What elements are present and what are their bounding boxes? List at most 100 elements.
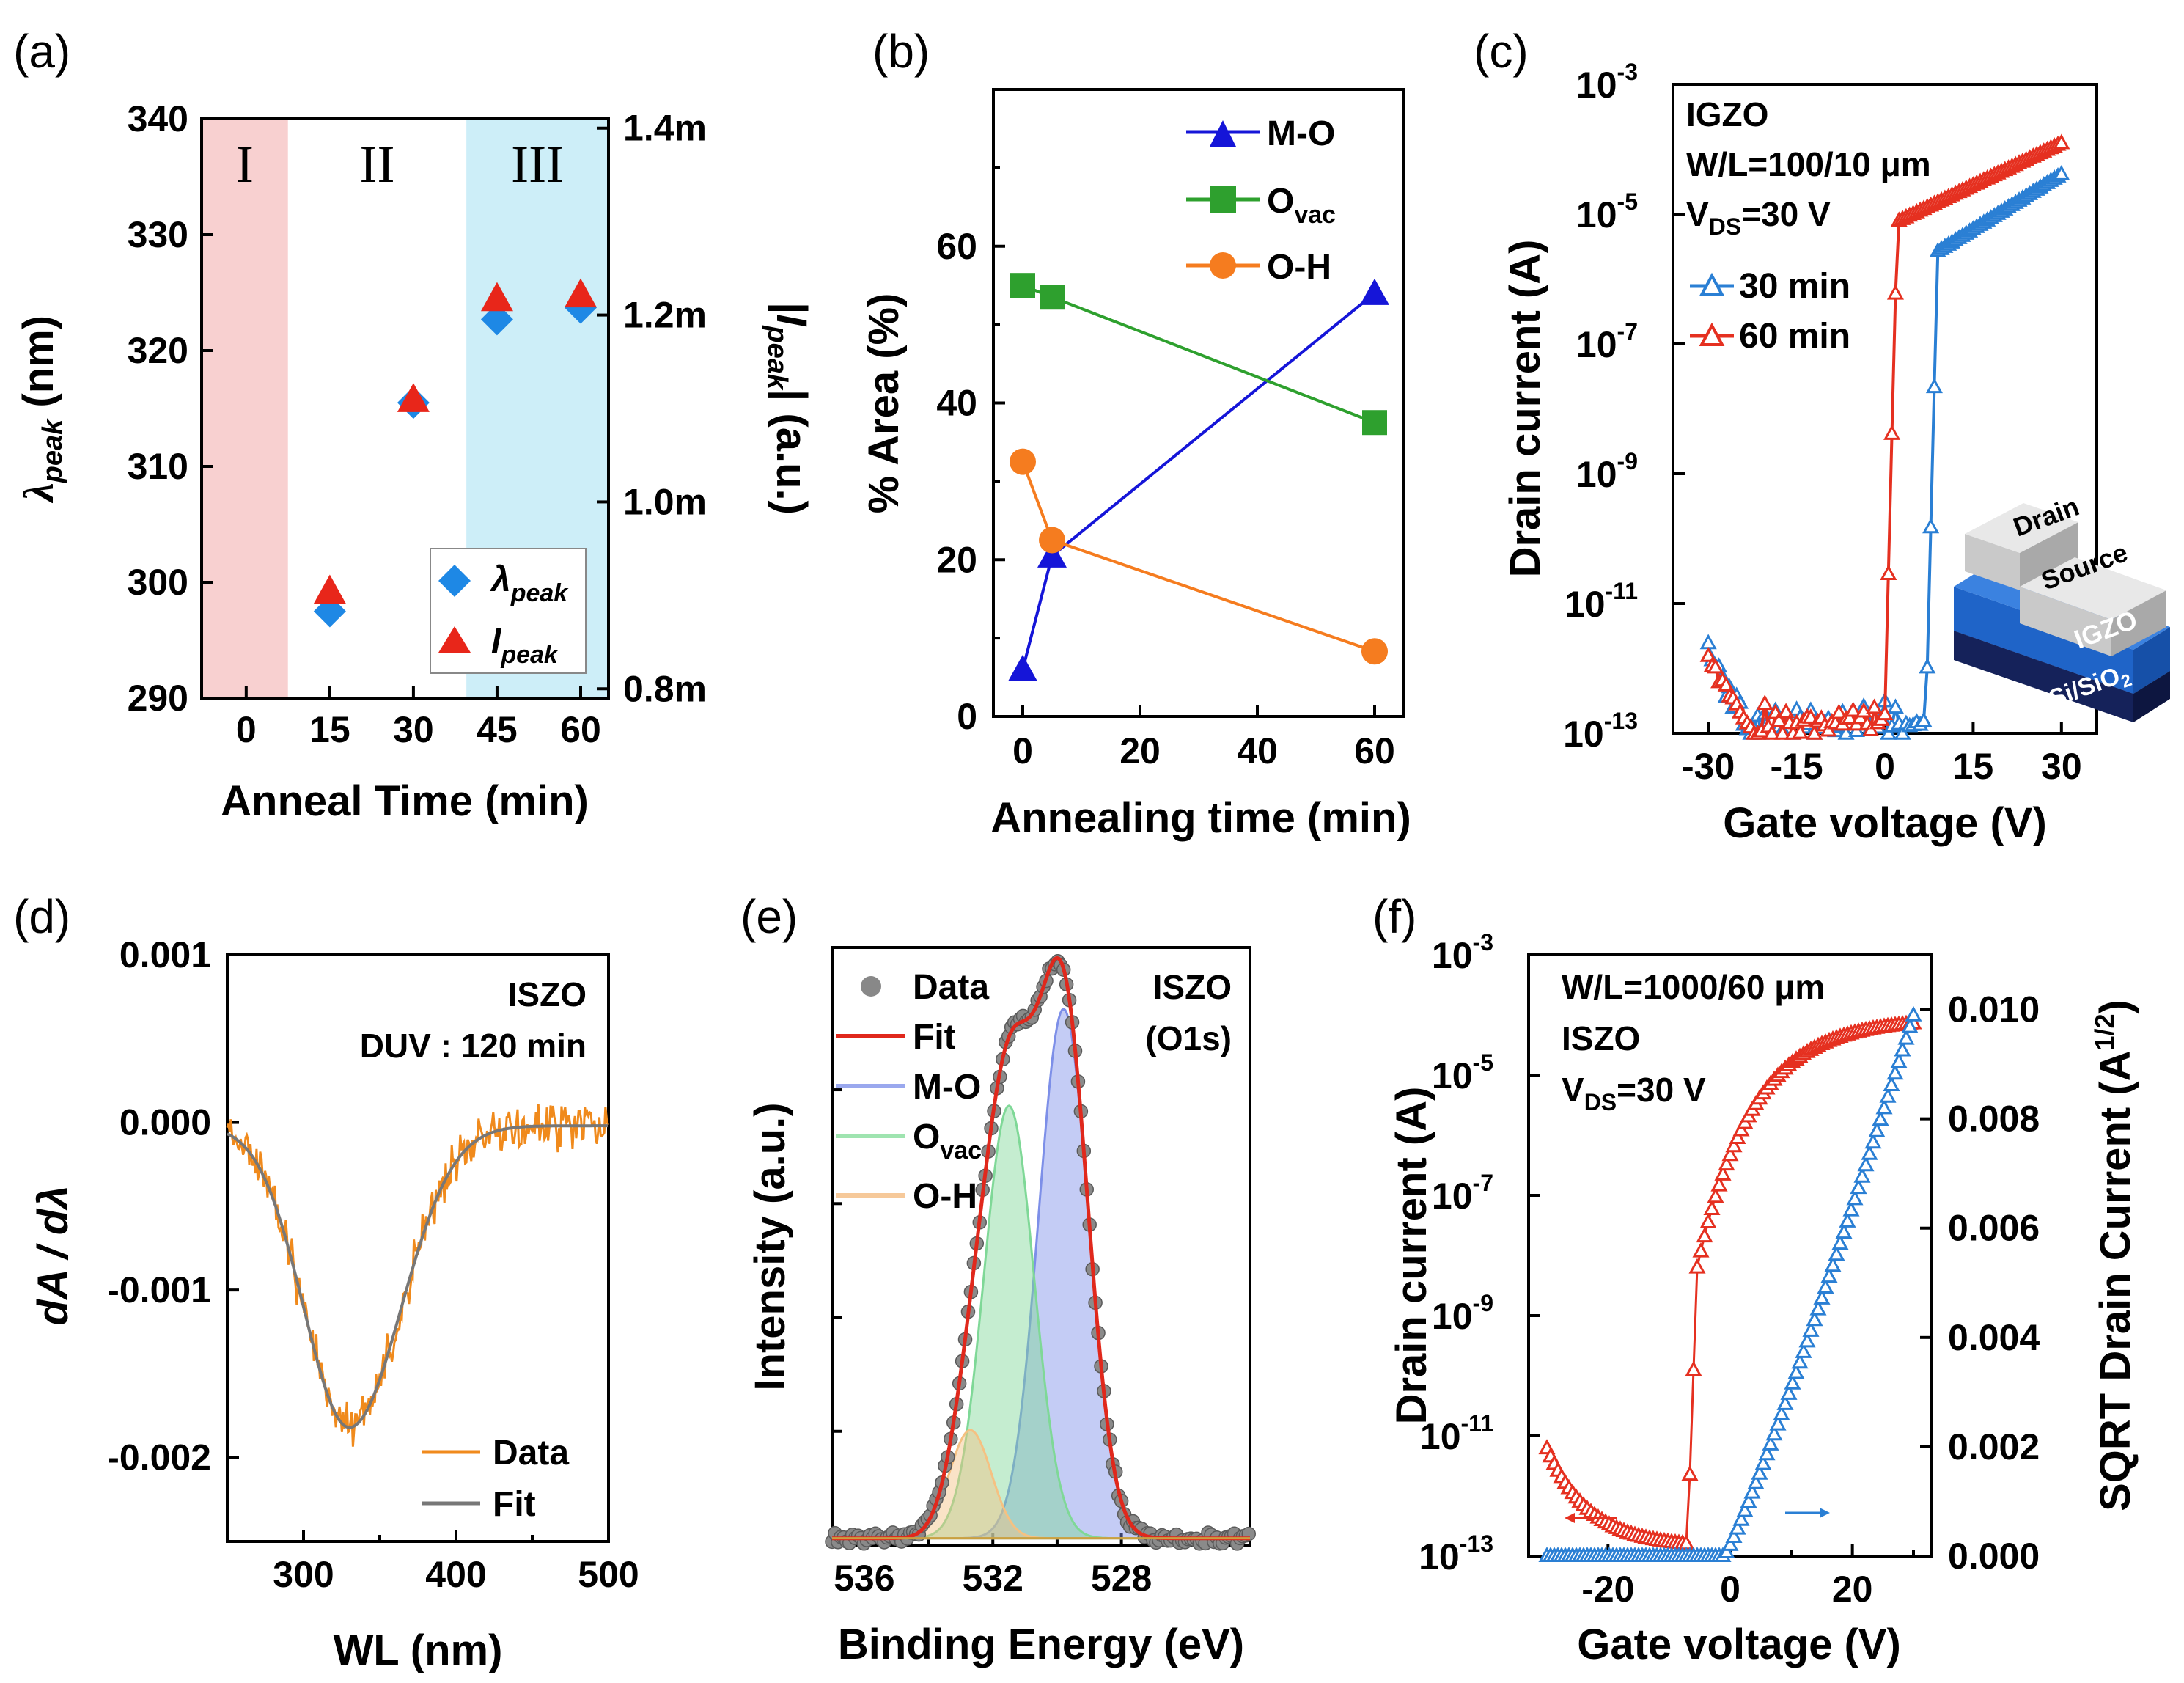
c-inset-drain-side: [2020, 522, 2078, 590]
panel-e-label: (e): [740, 890, 798, 943]
a-region-label: III: [511, 135, 564, 194]
d-plot-frame: [226, 953, 610, 1543]
c-x-axis-label: Gate voltage (V): [1723, 799, 2047, 847]
b-point-ovac: [1010, 273, 1035, 298]
f-y2-ticks: 0.000 0.002 0.004 0.006 0.008 0.010: [1948, 989, 2040, 1577]
a-y2-tick: 0.8m: [623, 668, 707, 709]
e-x-axis-label: Binding Energy (eV): [838, 1621, 1244, 1668]
f-sqrt-point: [1857, 1156, 1875, 1172]
a-plot-frame: [200, 117, 610, 700]
c-y-ticks: 10-13 10-11 10-9 10-7 10-5 10-3: [1563, 59, 1638, 755]
c-inset-source-front: [2020, 587, 2111, 656]
e-legend-label-oh: O-H: [913, 1177, 977, 1216]
f-sqrt-point: [1729, 1519, 1746, 1535]
f-sqrt-point: [1875, 1099, 1893, 1115]
f-sqrt-point: [1864, 1133, 1882, 1149]
f-sqrt-point: [1894, 1041, 1911, 1057]
f-sqrt-point: [1784, 1374, 1801, 1390]
f-sqrt-point: [1901, 1017, 1919, 1033]
a-x-tick: 0: [236, 709, 257, 750]
e-legend-label-data: Data: [913, 968, 989, 1007]
c-inset-drain-top: [1965, 503, 2078, 553]
b-legend-label-ovac: Ovac: [1267, 182, 1336, 229]
f-log-point: [1699, 1213, 1717, 1228]
a-lambda-point: [480, 303, 513, 336]
f-sqrt-point: [1787, 1363, 1805, 1379]
c-point-60min: [1845, 701, 1862, 717]
f-y-tick: 10-5: [1432, 1049, 1493, 1096]
b-x-ticks: 0 20 40 60: [1012, 730, 1395, 771]
f-y-tick: 10-7: [1432, 1170, 1493, 1217]
a-y-tick: 320: [128, 330, 188, 371]
b-point-o-h: [1010, 448, 1036, 475]
f-sqrt-point: [1824, 1256, 1842, 1272]
a-y-tick: 310: [128, 446, 188, 487]
f-y2-tick: 0.008: [1948, 1099, 2040, 1140]
panel-b-label: (b): [872, 25, 930, 78]
c-x-tick: -15: [1770, 746, 1823, 787]
b-point-o-h: [1039, 527, 1065, 554]
b-y-ticks: 0 20 40 60: [936, 226, 977, 737]
f-right-axis-arrow: [1785, 1508, 1830, 1518]
e-x-tick: 528: [1091, 1558, 1152, 1599]
f-sqrt-point: [1776, 1395, 1794, 1410]
e-y-axis-label: Intensity (a.u.): [746, 1102, 794, 1390]
a-y-tick: 290: [128, 678, 188, 719]
f-sqrt-point: [1743, 1483, 1761, 1499]
f-log-point: [1681, 1465, 1699, 1481]
f-y-axis-label: Drain current (A): [1388, 1087, 1435, 1425]
c-point-60min: [1886, 284, 1904, 300]
b-point-ovac: [1362, 410, 1387, 436]
f-log-point: [1688, 1258, 1706, 1274]
f-sqrt-point: [1751, 1464, 1768, 1480]
b-legend-square-marker: [1210, 186, 1236, 213]
e-legend-label-fit: Fit: [913, 1018, 956, 1057]
f-log-point: [1703, 1200, 1721, 1216]
b-y-tick: 40: [936, 383, 977, 424]
f-y2-tick: 0.006: [1948, 1208, 2040, 1249]
c-marks: [1673, 83, 2070, 740]
c-x-tick: 30: [2041, 746, 2082, 787]
c-inset-source-side: [2111, 590, 2166, 656]
f-log-point: [1729, 1129, 1746, 1144]
f-right-arrow-icon: [1820, 1508, 1830, 1518]
c-point-60min: [1763, 724, 1781, 740]
c-legend-label-30min: 30 min: [1739, 267, 1850, 306]
c-y-tick: 10-5: [1576, 188, 1638, 235]
c-point-60min: [1841, 708, 1858, 725]
a-y2-tick: 1.0m: [623, 481, 707, 522]
f-sqrt-point: [1798, 1332, 1816, 1348]
panel-c: (c) -30 -15 0 15 30 10-13 10-11 10-9 10-…: [1474, 25, 2170, 847]
f-left-arrow-icon: [1565, 1513, 1575, 1523]
e-x-tick: 536: [834, 1558, 894, 1599]
a-y2-tick: 1.4m: [623, 108, 707, 149]
f-sqrt-point: [1842, 1200, 1860, 1217]
c-y-tick: 10-3: [1576, 59, 1638, 106]
c-point-30min: [1919, 658, 1936, 674]
f-sqrt-point: [1725, 1528, 1743, 1544]
f-x-tick: 0: [1720, 1569, 1740, 1610]
a-y-axis-label: λpeak (nm): [15, 315, 68, 503]
c-x-tick: -30: [1682, 746, 1735, 787]
f-y-ticks: 10-13 10-11 10-9 10-7 10-5 10-3: [1419, 929, 1493, 1577]
d-legend: Data Fit: [422, 1434, 569, 1524]
b-y-tick: 0: [957, 696, 977, 737]
a-y-tick: 340: [128, 98, 188, 139]
b-point-m-o: [1037, 540, 1067, 568]
c-point-60min: [1866, 698, 1883, 714]
d-x-axis-label: WL (nm): [334, 1627, 503, 1674]
f-sqrt-point: [1879, 1087, 1897, 1103]
c-point-60min: [1770, 711, 1788, 727]
c-y-tick: 10-7: [1576, 318, 1638, 365]
f-sqrt-point: [1769, 1415, 1787, 1431]
b-legend-triangle-marker: [1210, 120, 1236, 147]
e-core-label: (O1s): [1145, 1019, 1232, 1057]
d-data-line: [226, 1104, 609, 1447]
b-point-m-o: [1360, 278, 1389, 305]
f-x-tick: -20: [1581, 1569, 1634, 1610]
d-condition-label: DUV : 120 min: [360, 1027, 587, 1065]
c-point-60min: [1777, 703, 1795, 719]
c-point-60min: [1707, 658, 1724, 674]
f-log-point: [1685, 1360, 1702, 1376]
e-legend-marker-data: [861, 976, 881, 997]
